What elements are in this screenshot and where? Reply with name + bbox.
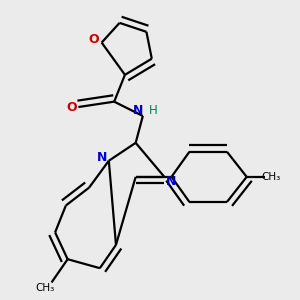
Text: N: N [97,152,107,164]
Text: H: H [149,104,158,117]
Text: N: N [134,104,144,117]
Text: N: N [166,175,176,188]
Text: O: O [88,33,99,46]
Text: CH₃: CH₃ [261,172,281,182]
Text: O: O [67,100,77,113]
Text: CH₃: CH₃ [35,283,55,293]
